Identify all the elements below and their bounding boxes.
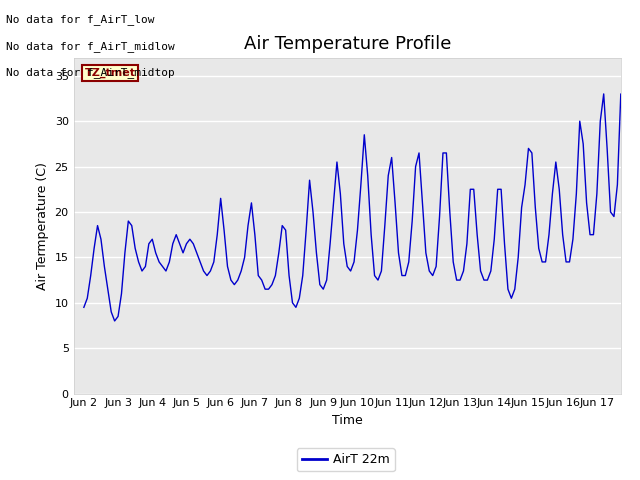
Y-axis label: Air Termperature (C): Air Termperature (C) <box>36 162 49 289</box>
Text: No data for f_AirT_low: No data for f_AirT_low <box>6 14 155 25</box>
Text: No data for f_AirT_midtop: No data for f_AirT_midtop <box>6 67 175 78</box>
Text: TZ_tmet: TZ_tmet <box>84 68 136 78</box>
Title: Air Temperature Profile: Air Temperature Profile <box>243 35 451 53</box>
Legend: AirT 22m: AirT 22m <box>296 448 395 471</box>
X-axis label: Time: Time <box>332 414 363 427</box>
Text: No data for f_AirT_midlow: No data for f_AirT_midlow <box>6 41 175 52</box>
